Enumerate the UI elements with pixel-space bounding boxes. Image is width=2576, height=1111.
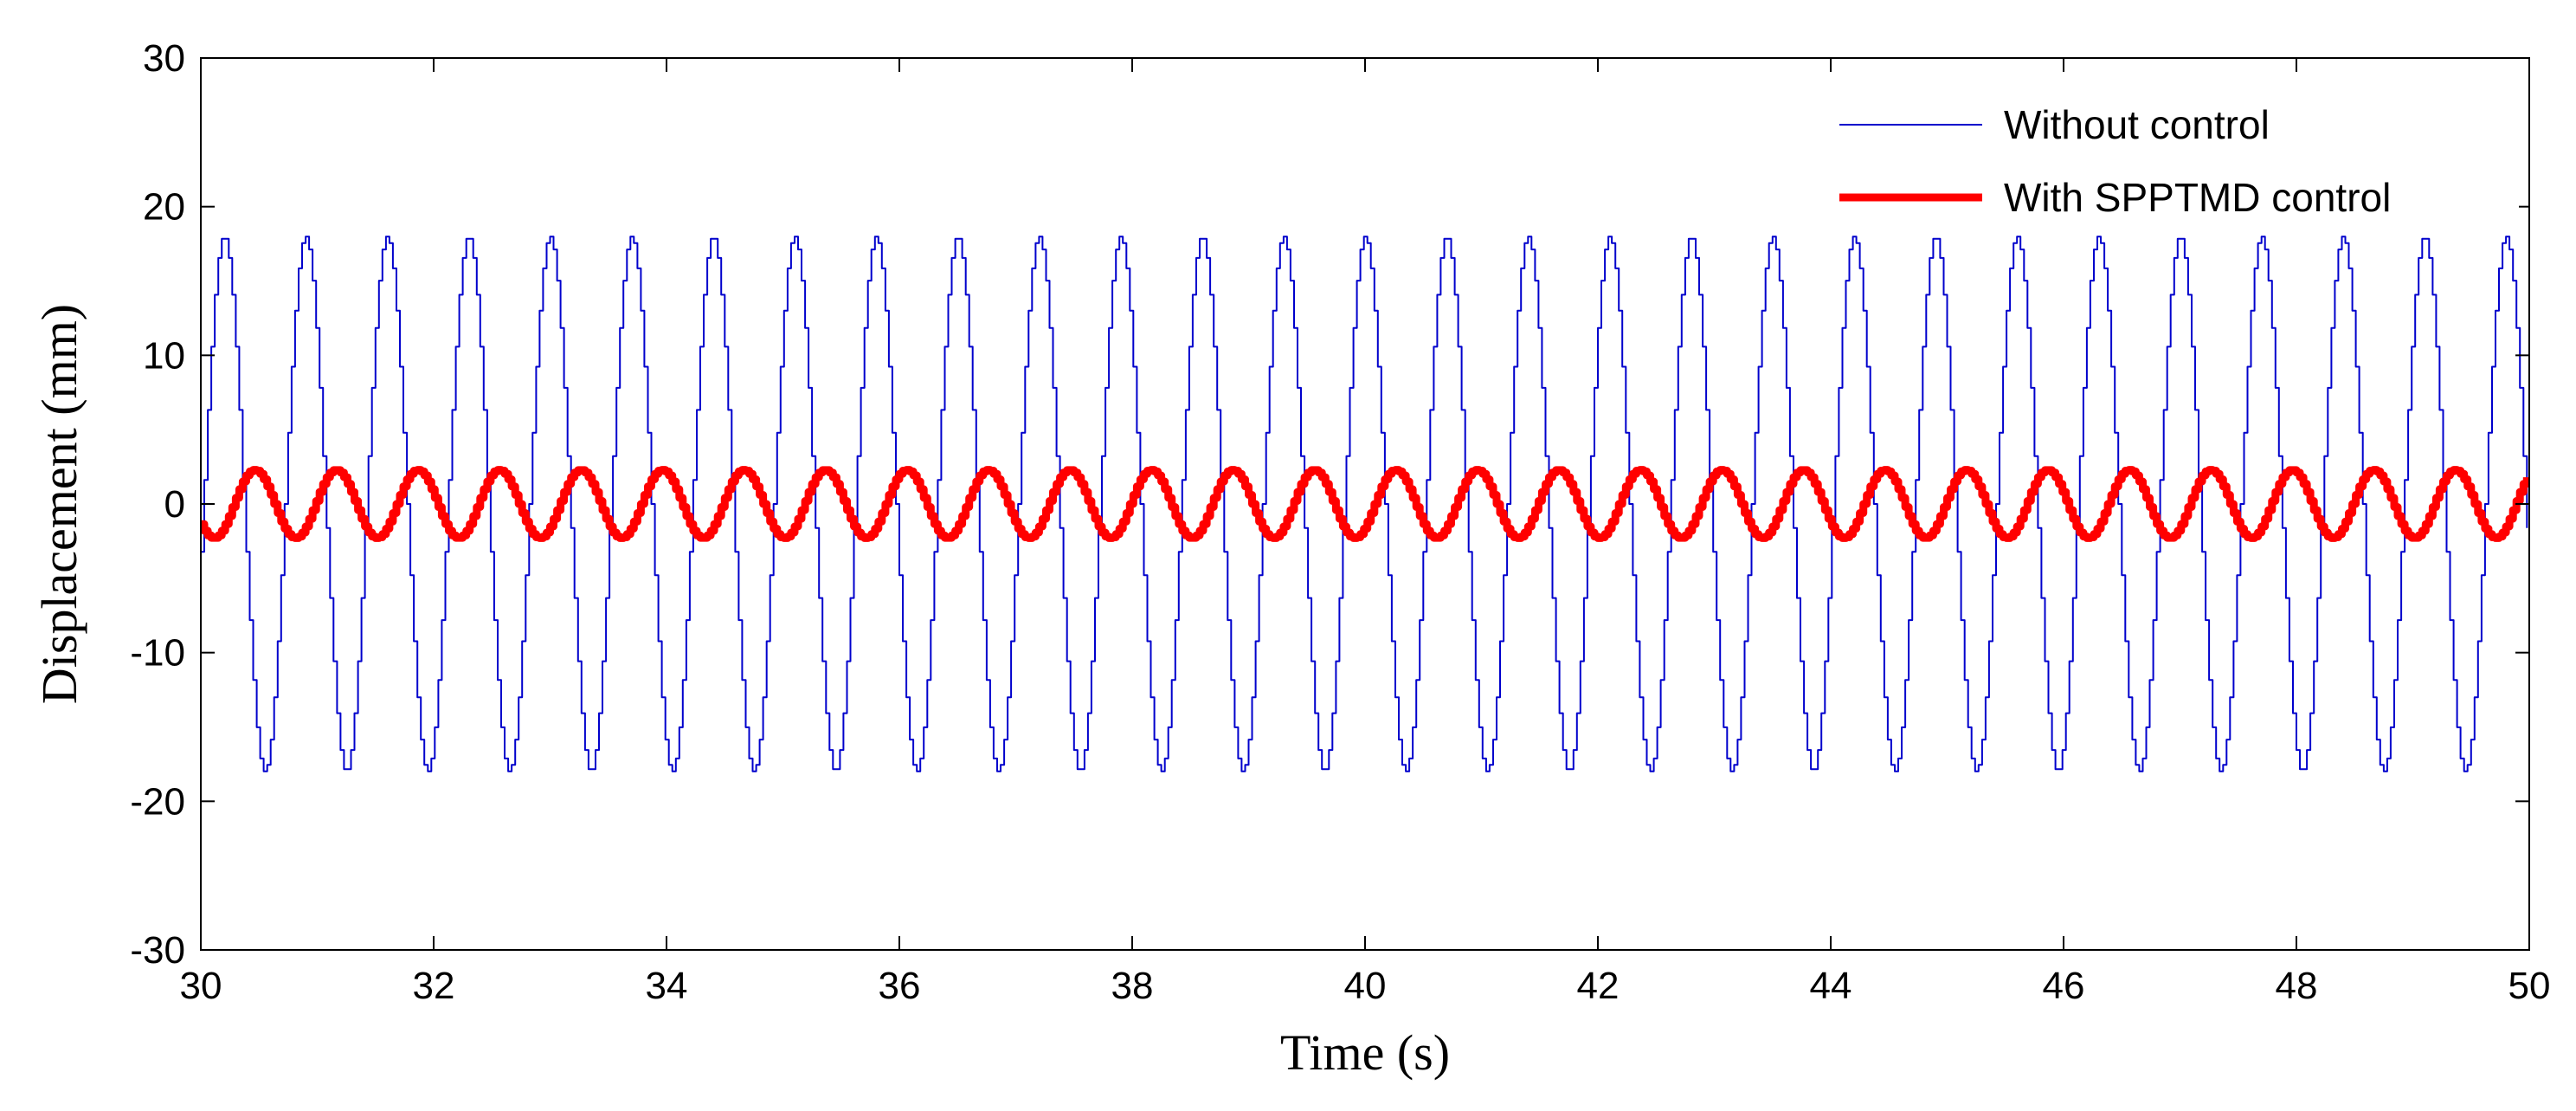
x-tick-label: 34 <box>646 965 688 1007</box>
x-tick-label: 40 <box>1344 965 1387 1007</box>
series-line-without-control <box>201 236 2528 772</box>
y-tick-label: 0 <box>164 483 185 526</box>
x-tick-label: 44 <box>1810 965 1852 1007</box>
legend: Without control With SPPTMD control <box>1835 87 2519 234</box>
x-tick-label: 36 <box>879 965 921 1007</box>
series-line-with-spptmd-control <box>201 466 2529 542</box>
x-tick-label: 48 <box>2276 965 2318 1007</box>
x-axis-title: Time (s) <box>1280 1024 1450 1081</box>
y-tick-label: -10 <box>130 632 185 675</box>
axes-layer: 30 32 34 36 38 40 42 44 46 48 50 -30 -20 -10 0 10 20 30 <box>130 37 2550 1007</box>
legend-label-with-spptmd-control: With SPPTMD control <box>2004 175 2391 220</box>
series-layer <box>201 236 2529 772</box>
legend-label-without-control: Without control <box>2004 102 2270 147</box>
y-tick-label: -30 <box>130 929 185 972</box>
y-tick-label: 30 <box>143 37 185 80</box>
x-tick-label: 32 <box>413 965 455 1007</box>
y-tick-label: 20 <box>143 186 185 229</box>
x-tick-label: 30 <box>180 965 222 1007</box>
x-tick-label: 42 <box>1577 965 1620 1007</box>
x-tick-label: 50 <box>2508 965 2551 1007</box>
y-tick-label: -20 <box>130 780 185 823</box>
y-tick-label: 10 <box>143 334 185 377</box>
legend-box <box>1835 87 2519 234</box>
x-tick-label: 38 <box>1111 965 1154 1007</box>
y-axis-title: Displacement (mm) <box>31 304 87 704</box>
x-tick-label: 46 <box>2043 965 2085 1007</box>
